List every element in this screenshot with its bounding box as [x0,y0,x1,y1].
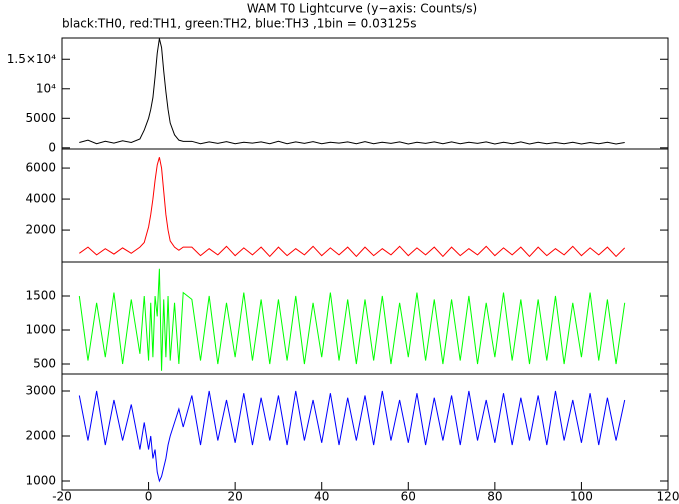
y-tick-label: 1.5×10⁴ [7,52,56,66]
y-tick-label: 2000 [25,223,56,237]
y-tick-label: 1000 [25,323,56,337]
light-curve [79,157,626,258]
y-tick-label: 0 [48,140,56,154]
light-curve [79,38,625,145]
light-curve [78,390,626,483]
y-tick-label: 500 [33,357,56,371]
y-tick-label: 5000 [25,111,56,125]
y-tick-label: 6000 [25,161,56,175]
x-tick-label: 80 [487,490,502,504]
x-tick-label: 120 [657,490,679,504]
light-curve [78,268,626,371]
x-tick-label: 100 [570,490,593,504]
x-tick-label: -20 [52,490,72,504]
chart-subtitle: black:TH0, red:TH1, green:TH2, blue:TH3 … [62,17,417,31]
x-tick-label: 20 [228,490,243,504]
chart-title: WAM T0 Lightcurve (y−axis: Counts/s) [247,2,477,16]
panel-frame [61,373,669,491]
y-tick-label: 4000 [25,192,56,206]
x-tick-label: 0 [145,490,153,504]
y-tick-label: 3000 [25,384,56,398]
y-tick-label: 10⁴ [36,81,56,95]
x-tick-label: 60 [401,490,416,504]
panel-frame [61,148,669,263]
y-tick-label: 1500 [25,289,56,303]
y-tick-label: 1000 [25,474,56,488]
y-tick-label: 2000 [25,429,56,443]
x-tick-label: 40 [314,490,329,504]
